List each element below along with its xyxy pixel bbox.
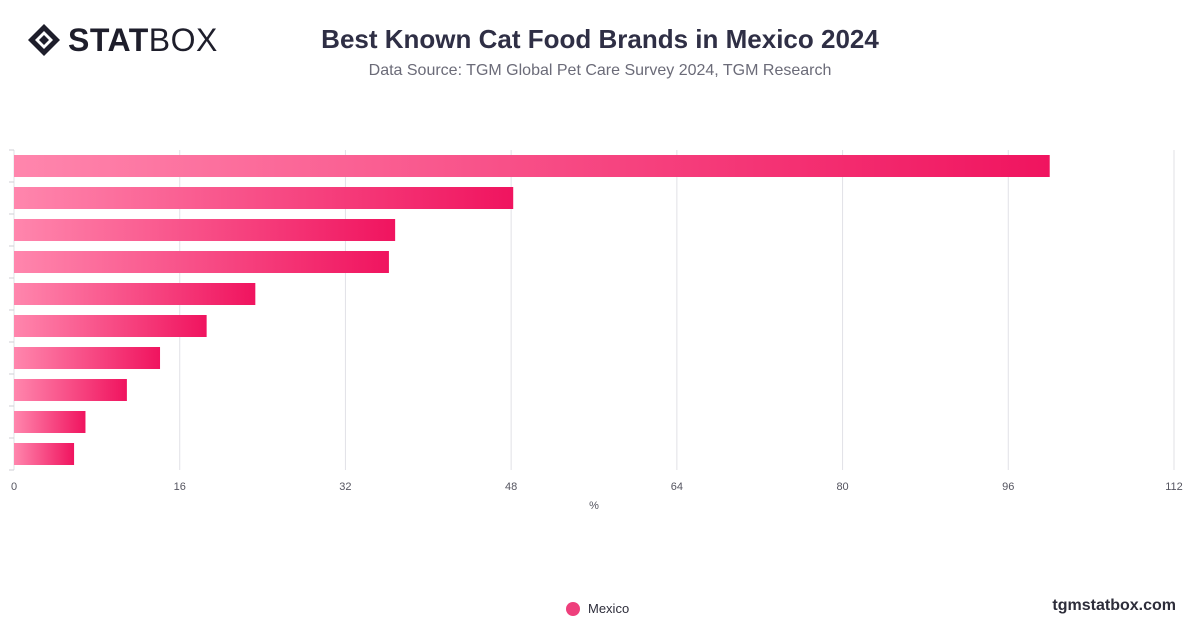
bar [14,411,86,433]
bar [14,251,389,273]
x-tick-label: 64 [671,481,683,493]
site-url[interactable]: tgmstatbox.com [1052,597,1176,614]
bar [14,283,256,305]
bar [14,187,514,209]
statbox-diamond-icon [28,24,60,56]
bar [14,155,1050,177]
x-axis-label: % [589,500,599,512]
logo-wordmark: STATBOX [68,22,218,58]
x-tick-label: 16 [174,481,186,493]
statbox-logo: STATBOX [26,22,218,58]
bar [14,219,396,241]
x-tick-label: 0 [11,481,17,493]
chart-subtitle: Data Source: TGM Global Pet Care Survey … [368,62,832,79]
logo-bold-text: STAT [68,22,149,58]
legend[interactable]: Mexico [566,601,629,616]
x-tick-label: 112 [1165,481,1183,493]
bar [14,347,161,369]
x-tick-label: 96 [1002,481,1014,493]
x-tick-label: 32 [339,481,351,493]
legend-marker [566,601,580,616]
x-tick-label: 80 [836,481,848,493]
chart-title: Best Known Cat Food Brands in Mexico 202… [321,24,879,54]
bar [14,379,127,401]
bar [14,443,75,465]
logo-light-text: BOX [148,22,218,58]
bar [14,315,207,337]
legend-label: Mexico [588,601,630,616]
x-tick-label: 48 [505,481,517,493]
